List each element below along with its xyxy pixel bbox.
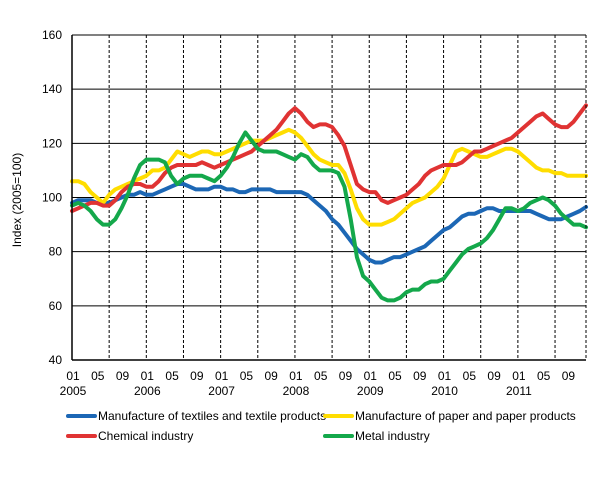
y-tick-label: 80: [49, 245, 63, 259]
x-tick-label-year: 2005: [60, 384, 87, 398]
y-tick-label: 60: [49, 299, 63, 313]
y-tick-label: 140: [42, 82, 62, 96]
y-axis-ticks: 40 60 80 100 120 140 160: [42, 28, 62, 367]
y-tick-label: 100: [42, 191, 62, 205]
x-tick-label-month: 05: [388, 369, 402, 383]
x-tick-label-month: 05: [165, 369, 179, 383]
x-tick-label-month: 01: [512, 369, 526, 383]
x-tick-label-month: 09: [339, 369, 353, 383]
x-tick-label-month: 01: [141, 369, 155, 383]
x-tick-label-month: 09: [264, 369, 278, 383]
x-tick-label-month: 05: [314, 369, 328, 383]
legend-label: Manufacture of paper and paper products: [355, 409, 576, 423]
x-tick-label-month: 01: [364, 369, 378, 383]
legend-label: Metal industry: [355, 429, 430, 443]
x-tick-label-month: 05: [91, 369, 105, 383]
x-tick-label-month: 05: [537, 369, 551, 383]
legend-label: Manufacture of textiles and textile prod…: [98, 409, 326, 423]
x-tick-label-month: 09: [116, 369, 130, 383]
x-axis-ticks: 01 05 09 01 05 09 01 05 09 01 05 09 01 05 09 01 05 09 01 05…: [60, 369, 576, 398]
x-tick-label-month: 01: [289, 369, 303, 383]
x-tick-label-year: 2007: [208, 384, 235, 398]
x-tick-label-month: 01: [438, 369, 452, 383]
x-tick-label-month: 01: [215, 369, 229, 383]
series-line-4: [70, 130, 588, 303]
y-tick-label: 120: [42, 136, 62, 150]
x-tick-label-month: 05: [240, 369, 254, 383]
y-tick-label: 160: [42, 28, 62, 42]
series-line-3: [70, 103, 588, 213]
x-tick-label-month: 01: [66, 369, 80, 383]
x-tick-label-month: 09: [562, 369, 576, 383]
legend: Manufacture of textiles and textile prod…: [66, 409, 576, 443]
series-line-2: [70, 127, 588, 227]
x-tick-label-month: 09: [413, 369, 427, 383]
x-tick-label-month: 05: [463, 369, 477, 383]
x-tick-label-year: 2008: [283, 384, 310, 398]
legend-label: Chemical industry: [98, 429, 193, 443]
y-tick-label: 40: [49, 353, 63, 367]
y-axis-label: Index (2005=100): [10, 153, 24, 247]
x-tick-label-month: 09: [487, 369, 501, 383]
x-tick-label-year: 2006: [134, 384, 161, 398]
series-lines: [70, 103, 588, 303]
series-line-1: [70, 182, 588, 265]
grid: [72, 34, 586, 360]
x-tick-label-month: 09: [190, 369, 204, 383]
x-tick-label-year: 2010: [431, 384, 458, 398]
axes: [71, 35, 587, 361]
x-tick-label-year: 2009: [357, 384, 384, 398]
x-tick-label-year: 2011: [506, 384, 532, 398]
